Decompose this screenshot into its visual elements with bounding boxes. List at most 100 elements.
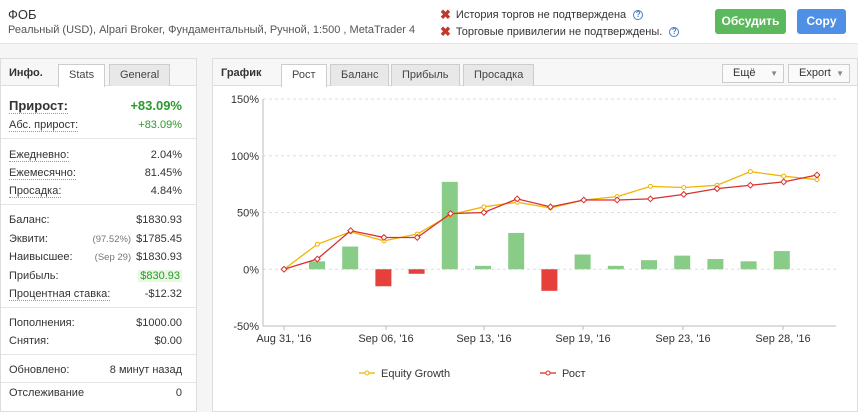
equity-point — [781, 173, 787, 179]
growth-point — [480, 208, 488, 217]
y-tick-label: 50% — [237, 208, 259, 220]
info-panel: Инфо. Stats General Прирост: +83.09% Абс… — [0, 58, 197, 412]
profit-label: Прибыль: — [9, 270, 59, 282]
more-dropdown[interactable]: Ещё ▼ — [722, 64, 784, 83]
highest-row: Наивысшее: (Sep 29) $1830.93 — [9, 251, 182, 263]
updated-label: Обновлено: — [9, 364, 70, 376]
account-subtitle: Реальный (USD), Alpari Broker, Фундамент… — [8, 24, 416, 36]
tab-general[interactable]: General — [109, 64, 171, 86]
x-tick-label: Sep 28, '16 — [755, 333, 810, 345]
abs-gain-value: +83.09% — [138, 119, 182, 131]
discuss-button[interactable]: Обсудить — [715, 9, 786, 34]
equity-value: $1785.45 — [136, 233, 182, 245]
abs-gain-row: Абс. прирост: +83.09% — [9, 119, 182, 132]
growth-point — [313, 255, 321, 263]
profit-bar — [508, 232, 525, 270]
growth-line — [283, 174, 818, 270]
tab-drawdown[interactable]: Просадка — [463, 64, 535, 86]
divider — [1, 307, 196, 308]
more-label: Ещё — [733, 67, 756, 79]
growth-point — [646, 195, 654, 203]
tab-stats[interactable]: Stats — [58, 64, 106, 87]
y-tick-label: 100% — [231, 151, 259, 163]
profit-bar — [773, 251, 790, 270]
growth-point — [447, 210, 455, 218]
export-label: Export — [799, 67, 831, 79]
growth-point — [546, 203, 555, 211]
growth-chart[interactable]: 150% 100% 50% 0% -50%Aug 31, '16 Sep 06, '16 S… — [213, 86, 857, 411]
divider — [1, 354, 196, 355]
balance-value: $1830.93 — [136, 214, 182, 226]
x-tick-label: Sep 23, '16 — [655, 333, 710, 345]
withdrawals-row: Снятия: $0.00 — [9, 335, 182, 347]
daily-value: 2.04% — [150, 149, 182, 161]
info-tabs: Инфо. Stats General — [1, 59, 196, 87]
x-tick-label: Aug 31, '16 — [256, 333, 311, 345]
drawdown-value: 4.84% — [150, 185, 182, 197]
drawdown-row: Просадка: 4.84% — [9, 185, 182, 198]
profit-bar — [541, 269, 558, 291]
monthly-row: Ежемесячно: 81.45% — [9, 167, 182, 180]
account-title[interactable]: ФОБ — [8, 7, 37, 22]
warning-history-text: История торгов не подтверждена — [455, 9, 627, 21]
y-tick-label: 150% — [231, 94, 259, 106]
tab-growth[interactable]: Рост — [281, 64, 327, 87]
profit-value: $830.93 — [138, 270, 182, 282]
equity-point — [681, 185, 687, 191]
scrollbar[interactable] — [188, 86, 196, 411]
legend-label: Equity Growth — [381, 368, 450, 380]
cross-icon: ✖ — [440, 7, 451, 22]
deposits-row: Пополнения: $1000.00 — [9, 317, 182, 329]
monthly-label: Ежемесячно: — [9, 167, 76, 180]
divider — [1, 204, 196, 205]
daily-label: Ежедневно: — [9, 149, 70, 162]
warning-privileges-text: Торговые привилегии не подтверждены. — [455, 26, 663, 38]
equity-point — [481, 204, 487, 210]
help-icon[interactable]: ? — [633, 10, 644, 20]
equity-point — [314, 241, 320, 247]
growth-point — [413, 233, 421, 242]
x-tick-label: Sep 06, '16 — [358, 333, 413, 345]
gain-row: Прирост: +83.09% — [9, 98, 182, 114]
equity-row: Эквити: (97.52%) $1785.45 — [9, 233, 182, 245]
equity-point — [647, 183, 653, 189]
highest-label: Наивысшее: — [9, 251, 73, 263]
interest-row: Процентная ставка: -$12.32 — [9, 288, 182, 301]
growth-point — [580, 196, 588, 204]
legend-label: Рост — [562, 368, 586, 380]
info-title: Инфо. — [9, 67, 43, 79]
export-dropdown[interactable]: Export ▼ — [788, 64, 850, 83]
cross-icon: ✖ — [440, 24, 451, 39]
monthly-value: 81.45% — [144, 167, 182, 179]
account-header: ФОБ Реальный (USD), Alpari Broker, Фунда… — [0, 0, 858, 44]
withdrawals-value: $0.00 — [154, 335, 182, 347]
profit-bar — [707, 259, 724, 270]
growth-point — [613, 196, 621, 204]
highest-date: (Sep 29) — [94, 252, 132, 263]
growth-point — [813, 171, 821, 179]
divider — [1, 138, 196, 139]
tracking-label: Отслеживание — [9, 387, 85, 399]
interest-value: -$12.32 — [144, 288, 182, 300]
growth-point — [680, 190, 688, 198]
chart-panel: График Рост Баланс Прибыль Просадка Ещё ▼… — [212, 58, 858, 412]
deposits-value: $1000.00 — [136, 317, 182, 329]
chevron-down-icon: ▼ — [836, 69, 844, 78]
drawdown-label: Просадка: — [9, 185, 62, 198]
warning-privileges: ✖ Торговые привилегии не подтверждены. ? — [440, 24, 680, 40]
help-icon[interactable]: ? — [669, 27, 680, 37]
profit-bar — [641, 260, 657, 270]
tracking-row: Отслеживание 0 — [9, 387, 182, 399]
y-tick-label: 0% — [243, 264, 259, 276]
x-tick-label: Sep 19, '16 — [555, 333, 610, 345]
tab-balance[interactable]: Баланс — [330, 64, 390, 86]
growth-point — [380, 233, 388, 242]
copy-button[interactable]: Copy — [797, 9, 846, 34]
tab-profit[interactable]: Прибыль — [391, 64, 460, 86]
chevron-down-icon: ▼ — [770, 69, 778, 78]
chart-tabs: График Рост Баланс Прибыль Просадка Ещё ▼… — [213, 59, 857, 87]
equity-label: Эквити: — [9, 233, 48, 245]
legend-marker — [545, 370, 551, 376]
growth-point — [280, 265, 288, 273]
growth-point — [746, 181, 754, 189]
